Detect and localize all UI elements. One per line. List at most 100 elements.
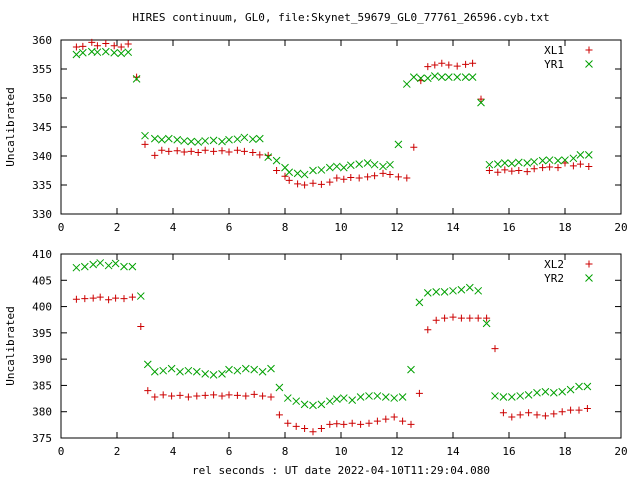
data-point	[141, 140, 149, 148]
data-point	[210, 147, 218, 155]
data-point	[128, 262, 137, 271]
data-point	[576, 150, 585, 159]
data-point	[432, 287, 441, 296]
data-point	[264, 151, 272, 159]
data-point	[136, 292, 145, 300]
data-point	[474, 314, 482, 322]
data-point	[267, 364, 275, 373]
data-point	[201, 146, 209, 154]
data-point	[133, 73, 141, 81]
data-point	[569, 162, 577, 170]
data-point	[250, 390, 258, 398]
x-tick-label: 14	[446, 445, 460, 458]
data-point	[445, 61, 453, 69]
data-point	[399, 417, 407, 425]
x-tick-label: 16	[502, 221, 515, 234]
x-tick-label: 6	[226, 445, 233, 458]
data-point	[111, 259, 120, 268]
x-tick-label: 2	[114, 221, 121, 234]
data-point	[72, 50, 81, 59]
data-point	[317, 180, 325, 188]
data-point	[72, 263, 81, 272]
data-point	[192, 367, 201, 376]
data-point	[184, 393, 192, 401]
legend-label: YR1	[544, 58, 564, 71]
data-point	[333, 420, 341, 428]
data-point	[541, 412, 549, 420]
x-tick-label: 4	[170, 221, 177, 234]
data-point	[453, 73, 462, 81]
x-tick-label: 0	[58, 445, 65, 458]
data-point	[533, 411, 541, 419]
data-point	[523, 159, 532, 167]
data-point	[346, 161, 355, 170]
data-point	[501, 166, 509, 174]
data-point	[194, 138, 203, 146]
data-point	[117, 49, 126, 58]
y-tick-label: 395	[32, 327, 52, 340]
data-point	[584, 150, 593, 159]
data-point	[80, 262, 89, 271]
data-point	[514, 158, 523, 167]
y-tick-label: 390	[32, 353, 52, 366]
data-point	[120, 295, 128, 303]
data-point	[339, 394, 348, 402]
data-point	[143, 360, 152, 369]
data-point	[370, 160, 379, 169]
x-tick-label: 4	[170, 445, 177, 458]
data-point	[242, 392, 250, 400]
chart-panel-2: 0 2 4 6 8 10 12 14 16 18 20 375 380 385 390 395 400 405 41…	[4, 248, 628, 477]
y-tick-label: 360	[32, 34, 52, 47]
y-axis-label: Uncalibrated	[4, 306, 17, 385]
data-point	[256, 151, 264, 159]
data-point	[194, 149, 202, 157]
data-point	[356, 393, 365, 401]
data-point	[457, 285, 466, 294]
data-point	[255, 134, 264, 143]
data-point	[457, 314, 465, 322]
data-point	[264, 153, 273, 162]
data-point	[491, 345, 499, 353]
x-tick-label: 12	[390, 445, 403, 458]
x-tick-label: 18	[558, 221, 571, 234]
data-point	[461, 73, 470, 81]
data-point	[558, 387, 567, 396]
series-yr2	[72, 259, 592, 410]
data-point	[462, 60, 470, 68]
data-point	[240, 147, 248, 155]
data-point	[554, 156, 562, 165]
data-point	[317, 166, 326, 174]
data-point	[210, 391, 218, 399]
x-tick-label: 14	[446, 221, 460, 234]
data-point	[218, 370, 226, 378]
chart-title: HIRES continuum, GL0, file:Skynet_59679_…	[132, 11, 549, 24]
legend-label: YR2	[544, 272, 564, 285]
data-point	[272, 156, 281, 165]
data-point	[72, 295, 80, 303]
data-point	[554, 164, 562, 172]
data-point	[415, 298, 424, 307]
data-point	[79, 42, 87, 50]
data-point	[132, 75, 141, 83]
data-point	[465, 283, 474, 292]
data-point	[516, 411, 524, 419]
data-point	[365, 392, 373, 400]
x-tick-label: 0	[58, 221, 65, 234]
data-point	[259, 392, 267, 400]
data-point	[292, 397, 301, 406]
y-tick-label: 355	[32, 63, 52, 76]
data-point	[309, 166, 317, 175]
data-point	[294, 180, 302, 188]
data-point	[507, 159, 516, 168]
data-point	[201, 137, 210, 145]
data-point	[491, 392, 499, 400]
data-point	[233, 366, 242, 375]
data-point	[218, 392, 226, 400]
data-point	[275, 411, 283, 419]
data-point	[424, 63, 432, 71]
data-point	[355, 160, 364, 168]
data-point	[483, 314, 491, 322]
data-point	[386, 160, 394, 169]
data-point	[515, 167, 523, 174]
data-point	[382, 415, 390, 423]
